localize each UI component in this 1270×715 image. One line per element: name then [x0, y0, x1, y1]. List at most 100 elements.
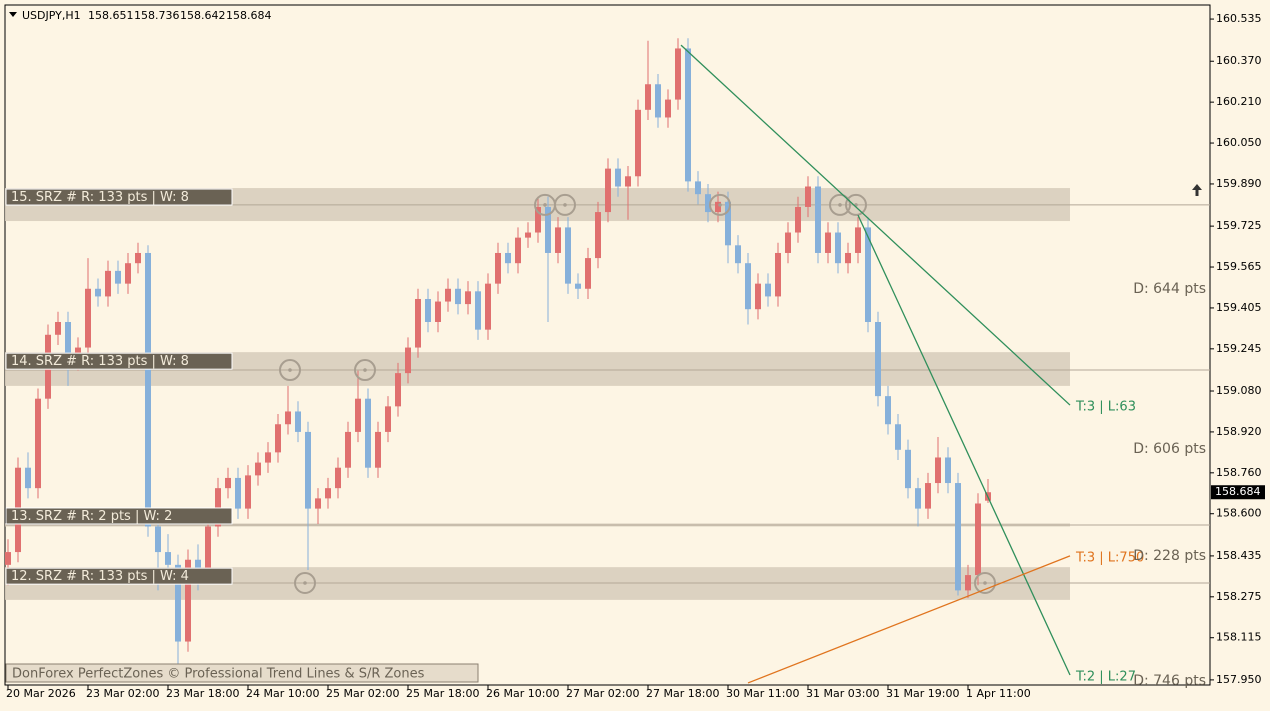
zone-label: 14. SRZ # R: 133 pts | W: 8 [11, 354, 189, 369]
trend-line [680, 44, 1071, 406]
trend-label: T:2 | L:27 [1075, 670, 1136, 685]
candle-body [975, 503, 981, 576]
candle-body [865, 227, 871, 322]
touch-marker [279, 359, 301, 382]
candle-body [845, 252, 851, 264]
candle-body [705, 194, 711, 213]
candle-body [965, 575, 971, 591]
y-tick-label: 159.080 [1216, 384, 1262, 397]
y-tick-label: 159.565 [1216, 260, 1262, 273]
candle-body [495, 252, 501, 284]
candle-body [305, 431, 311, 509]
candle-body [735, 245, 741, 264]
touch-dot [983, 581, 987, 585]
candle-body [95, 288, 101, 297]
touch-marker [554, 193, 576, 216]
candle-body [265, 452, 271, 463]
candle-body [645, 84, 651, 110]
candle-body [775, 252, 781, 297]
candle-body [765, 283, 771, 297]
candle-body [815, 186, 821, 253]
header-close: 158.684 [226, 9, 272, 22]
distance-label: D: 746 pts [1133, 673, 1206, 689]
zone-label: 13. SRZ # R: 2 pts | W: 2 [11, 509, 172, 524]
candle-body [65, 321, 71, 361]
y-tick-label: 159.245 [1216, 342, 1262, 355]
candle-body [145, 252, 151, 527]
touch-dot [718, 203, 722, 207]
candle-body [135, 252, 141, 264]
candle-body [905, 449, 911, 489]
header-high: 158.736 [134, 9, 180, 22]
zone-label-box [5, 507, 233, 525]
y-tick-label: 159.405 [1216, 301, 1262, 314]
candle-body [475, 291, 481, 330]
plot-content [5, 38, 1210, 684]
y-tick-label: 158.760 [1216, 466, 1262, 479]
plot-layer: 15. SRZ # R: 133 pts | W: 8 14. SRZ # R: … [5, 38, 1210, 689]
x-tick-label: 23 Mar 18:00 [166, 687, 239, 700]
candle-body [325, 488, 331, 499]
candle-body [615, 168, 621, 187]
candle-body [835, 232, 841, 264]
candle-body [225, 477, 231, 489]
candle-body [25, 467, 31, 489]
candle-body [165, 552, 171, 565]
x-tick-label: 23 Mar 02:00 [86, 687, 159, 700]
symbol-title: USDJPY,H1 [22, 9, 81, 22]
distance-label: D: 228 pts [1133, 548, 1206, 564]
touch-marker [829, 193, 851, 216]
trend-label: T:3 | L:750 [1075, 550, 1144, 565]
y-tick-label: 157.950 [1216, 673, 1262, 686]
candle-body [625, 176, 631, 187]
candle-body [365, 398, 371, 468]
candle-body [405, 347, 411, 374]
header-open: 158.651 [88, 9, 134, 22]
x-tick-label: 30 Mar 11:00 [726, 687, 799, 700]
candle-body [545, 206, 551, 253]
footer-text: DonForex PerfectZones © Professional Tre… [12, 667, 425, 682]
candle-body [175, 564, 181, 642]
touch-dot [303, 581, 307, 585]
header-low: 158.642 [180, 9, 226, 22]
footer-box [5, 663, 479, 683]
y-tick-label: 160.050 [1216, 136, 1262, 149]
x-tick-label: 20 Mar 2026 [6, 687, 76, 700]
candle-body [895, 424, 901, 450]
x-tick-label: 25 Mar 18:00 [406, 687, 479, 700]
candle-body [505, 252, 511, 264]
candle-body [445, 288, 451, 302]
x-tick-label: 27 Mar 02:00 [566, 687, 639, 700]
candle-body [195, 559, 201, 570]
trend-line [747, 555, 1071, 684]
zone-label: 12. SRZ # R: 133 pts | W: 4 [11, 569, 189, 584]
candle-body [575, 283, 581, 289]
y-tick-label: 159.890 [1216, 177, 1262, 190]
touch-marker [709, 193, 731, 216]
candle-body [855, 227, 861, 253]
candle-body [355, 398, 361, 432]
candle-body [435, 301, 441, 322]
distance-label: D: 644 pts [1133, 281, 1206, 297]
touch-dot [288, 368, 292, 372]
price-tag: 158.684 [1215, 485, 1261, 498]
candle-body [185, 559, 191, 642]
candle-body [395, 373, 401, 407]
candle-body [665, 99, 671, 118]
candle-body [785, 232, 791, 253]
touch-marker [354, 359, 376, 382]
candle-body [415, 298, 421, 348]
y-tick-label: 158.275 [1216, 590, 1262, 603]
touch-dot [563, 203, 567, 207]
candle-body [335, 467, 341, 489]
touch-dot [363, 368, 367, 372]
candle-body [955, 483, 961, 591]
candle-body [585, 258, 591, 289]
candle-body [425, 298, 431, 322]
candle-body [245, 475, 251, 509]
candle-body [745, 263, 751, 310]
zone-label-box [5, 188, 233, 206]
candle-body [455, 288, 461, 305]
up-arrow-icon [1192, 184, 1202, 196]
